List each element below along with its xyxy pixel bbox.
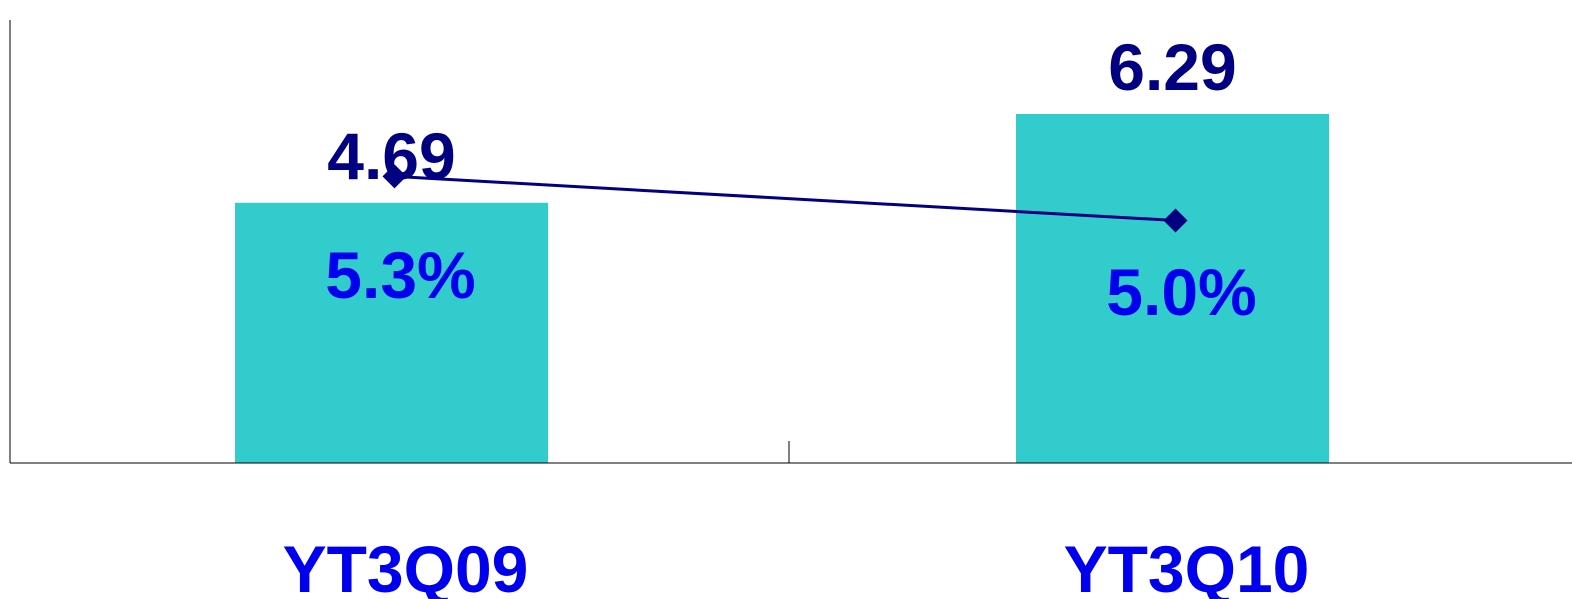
line-value-label: 5.0%: [1106, 255, 1256, 329]
labels-layer: 4.69 6.29 5.3% 5.0% YT3Q09 YT3Q10: [283, 30, 1310, 599]
line-series: [394, 174, 1176, 222]
line-value-label: 5.3%: [325, 238, 475, 312]
line-layer: [382, 164, 1188, 233]
bar-yt3q09: [235, 202, 548, 464]
category-label: YT3Q09: [283, 532, 529, 599]
bar-value-label: 6.29: [1108, 30, 1236, 104]
line-point-yt3q10: [1163, 208, 1188, 233]
category-label: YT3Q10: [1064, 532, 1310, 599]
bars-layer: [235, 114, 1329, 464]
axes-layer: [9, 20, 1572, 464]
bar-value-label: 4.69: [327, 119, 455, 193]
line-point-yt3q09: [382, 164, 407, 189]
bar-yt3q10: [1016, 114, 1329, 463]
